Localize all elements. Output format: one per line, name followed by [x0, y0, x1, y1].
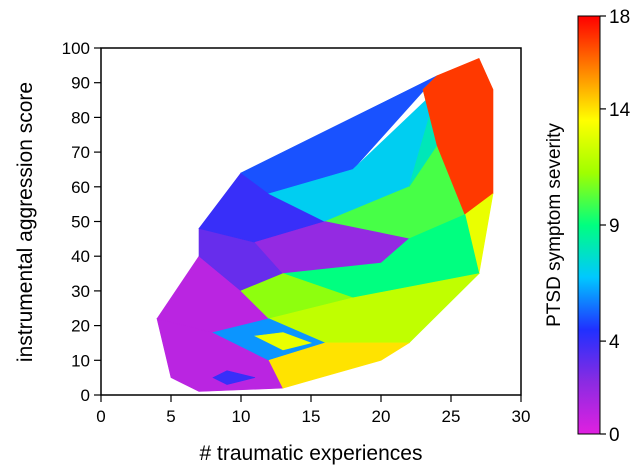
x-tick-label: 15: [302, 407, 321, 426]
y-tick-label: 80: [71, 108, 90, 127]
x-tick-label: 5: [166, 407, 175, 426]
y-tick-label: 90: [71, 74, 90, 93]
heatmap-region: [212, 370, 256, 385]
x-axis: 0 5 10 15 20 25 30: [96, 395, 530, 426]
y-tick-label: 100: [62, 39, 90, 58]
colorbar-gradient: [577, 15, 601, 435]
x-tick-label: 25: [442, 407, 461, 426]
x-axis-label: # traumatic experiences: [200, 442, 423, 465]
colorbar-label: PTSD symptom severity: [544, 123, 565, 327]
heatmap-region: [268, 342, 411, 389]
y-tick-label: 0: [81, 386, 90, 405]
colorbar-tick-label: 14: [609, 100, 631, 121]
y-axis: 0 10 20 30 40 50 60 70 80 90 100: [62, 39, 101, 405]
heatmap-surface: [156, 58, 494, 392]
y-axis-label: instrumental aggression score: [14, 82, 37, 362]
y-tick-label: 50: [71, 213, 90, 232]
colorbar-tick-label: 4: [609, 332, 620, 353]
x-tick-label: 0: [96, 407, 105, 426]
colorbar-tick-label: 9: [609, 216, 620, 237]
y-tick-label: 70: [71, 143, 90, 162]
x-tick-label: 10: [232, 407, 251, 426]
colorbar-tick-label: 18: [609, 7, 630, 28]
y-tick-label: 60: [71, 178, 90, 197]
y-tick-label: 30: [71, 282, 90, 301]
x-tick-label: 30: [512, 407, 531, 426]
colorbar: 0 4 9 14 18: [577, 7, 631, 446]
y-tick-label: 10: [71, 351, 90, 370]
x-tick-label: 20: [372, 407, 391, 426]
heatmap-region: [253, 332, 313, 351]
y-tick-label: 40: [71, 247, 90, 266]
colorbar-tick-label: 0: [609, 425, 620, 446]
y-tick-label: 20: [71, 317, 90, 336]
